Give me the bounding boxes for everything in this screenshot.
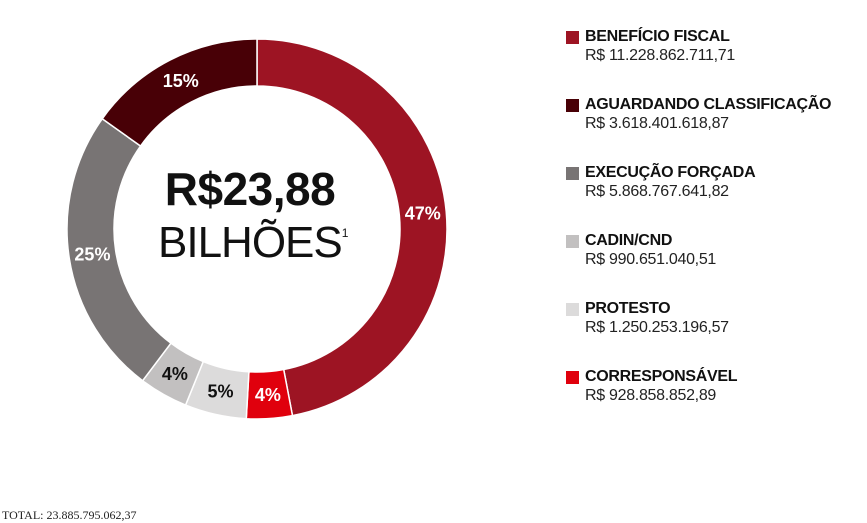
- slice-percent-label-3: 4%: [162, 364, 188, 384]
- legend-value: R$ 11.228.862.711,71: [585, 47, 735, 64]
- legend-value: R$ 5.868.767.641,82: [585, 183, 729, 200]
- legend-label: EXECUÇÃO FORÇADA: [585, 164, 756, 181]
- legend-swatch: [566, 31, 579, 44]
- center-footnote-mark: 1: [341, 226, 349, 240]
- center-total-value: R$23,88: [164, 163, 336, 215]
- donut-slice-0: [256, 38, 448, 417]
- center-unit-text: BILHÕES: [158, 218, 343, 267]
- center-total-unit: BILHÕES1: [158, 218, 348, 268]
- legend-label: CADIN/CND: [585, 232, 673, 249]
- total-text: TOTAL: 23.885.795.062,37: [2, 508, 137, 522]
- legend-label: BENEFÍCIO FISCAL: [585, 28, 730, 45]
- legend-value: R$ 990.651.040,51: [585, 251, 717, 268]
- legend-swatch: [566, 167, 579, 180]
- slice-percent-label-0: 47%: [405, 203, 441, 223]
- legend-value: R$ 3.618.401.618,87: [585, 115, 729, 132]
- legend-swatch: [566, 235, 579, 248]
- donut-chart: 47% 4% 5% 4% 25% 15%: [66, 38, 448, 420]
- slice-percent-label-4: 25%: [74, 244, 110, 264]
- donut-slice-5: [101, 38, 258, 148]
- legend-label: CORRESPONSÁVEL: [585, 368, 738, 385]
- slice-percent-label-2: 5%: [208, 381, 234, 401]
- legend-label: PROTESTO: [585, 300, 671, 317]
- legend-value: R$ 928.858.852,89: [585, 387, 717, 404]
- legend-swatch: [566, 99, 579, 112]
- slice-percent-label-5: 15%: [163, 71, 199, 91]
- legend-label: AGUARDANDO CLASSIFICAÇÃO: [585, 96, 832, 113]
- legend-swatch: [566, 303, 579, 316]
- legend-value: R$ 1.250.253.196,57: [585, 319, 729, 336]
- legend-swatch: [566, 371, 579, 384]
- slice-percent-label-1: 4%: [255, 385, 281, 405]
